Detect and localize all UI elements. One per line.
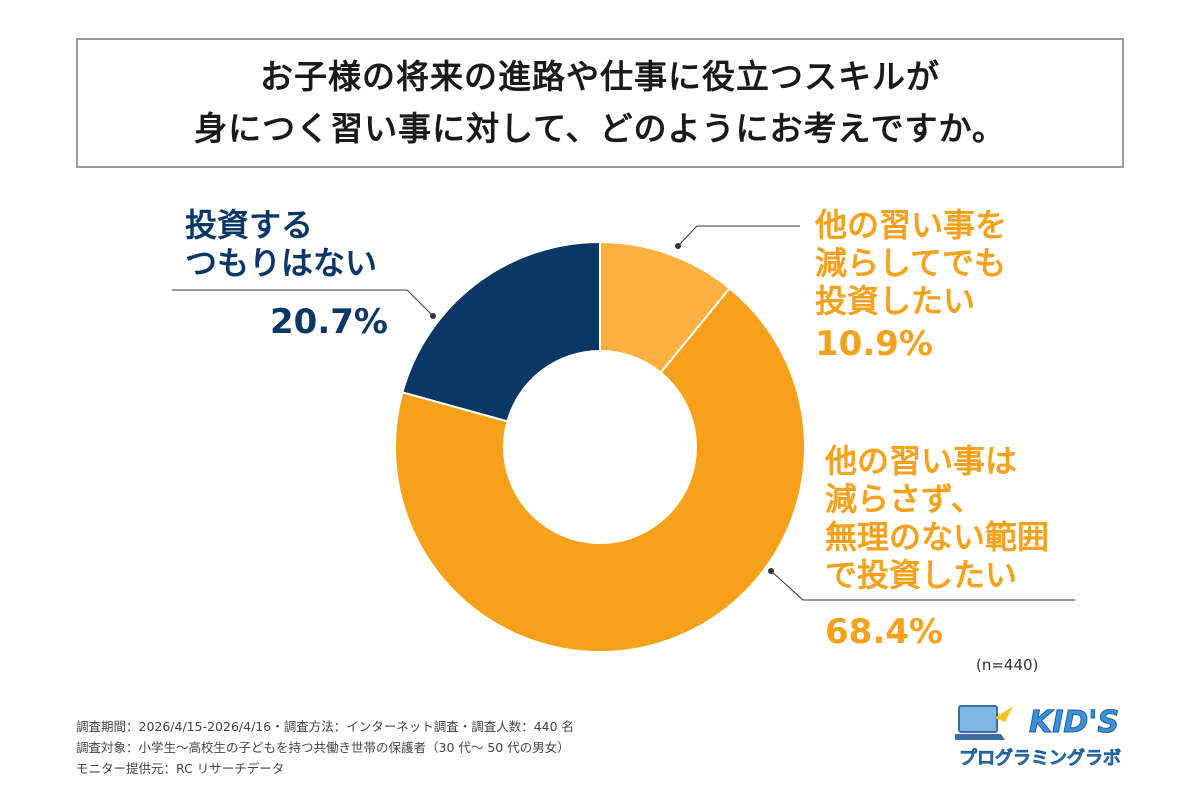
slice-3-value-label: 20.7% <box>270 302 388 342</box>
slice-2-label-line-1: 他の習い事は <box>824 442 1017 480</box>
footer-line-provider: モニター提供元：RC リサーチデータ <box>76 761 285 776</box>
footer-line-target: 調査対象：小学生～高校生の子どもを持つ共働き世帯の保護者（30 代～ 50 代の… <box>76 740 570 755</box>
survey-footer: 調査期間：2026/4/15-2026/4/16・調査方法：インターネット調査・… <box>76 716 574 779</box>
pencil-icon <box>995 706 1013 722</box>
slice-1-label-line-2: 減らしてでも <box>815 244 1006 282</box>
slice-2-value-label: 68.4% <box>825 612 943 652</box>
logo-text: KID'S <box>1029 705 1119 740</box>
leader-dot-1 <box>675 243 681 249</box>
logo-subtext: プログラミングラボ <box>959 747 1121 769</box>
slice-3-label-line-1: 投資する <box>185 206 313 244</box>
leader-line-3 <box>172 289 434 317</box>
chart-title-line-2: 身につく習い事に対して、どのようにお考えですか。 <box>194 109 1006 148</box>
slice-1-value-label: 10.9% <box>815 324 933 364</box>
footer-line-period: 調査期間：2026/4/15-2026/4/16・調査方法：インターネット調査・… <box>76 719 575 734</box>
leader-dot-2 <box>768 568 774 574</box>
chart-title-line-1: お子様の将来の進路や仕事に役立つスキルが <box>260 57 940 96</box>
slice-1-label-line-1: 他の習い事を <box>814 206 1007 244</box>
leader-dot-3 <box>430 313 436 319</box>
slice-2-label-line-3: 無理のない範囲 <box>825 518 1049 556</box>
slice-3-label-line-2: つもりはない <box>185 244 377 282</box>
slice-2-label-line-2: 減らさず、 <box>825 480 983 518</box>
title-box: お子様の将来の進路や仕事に役立つスキルが 身につく習い事に対して、どのようにお考… <box>76 38 1124 168</box>
leader-line-1 <box>677 225 800 247</box>
slice-2-label-line-4: で投資したい <box>825 556 1017 594</box>
slice-1-label-line-3: 投資したい <box>815 282 975 320</box>
sample-size-note: (n=440) <box>976 656 1039 674</box>
kids-programming-lab-logo: KID'S プログラミングラボ <box>955 705 1121 769</box>
donut-slice-3 <box>401 240 601 423</box>
leader-line-2 <box>770 570 1075 601</box>
donut-slice-2 <box>394 286 806 653</box>
laptop-icon <box>955 705 1005 740</box>
